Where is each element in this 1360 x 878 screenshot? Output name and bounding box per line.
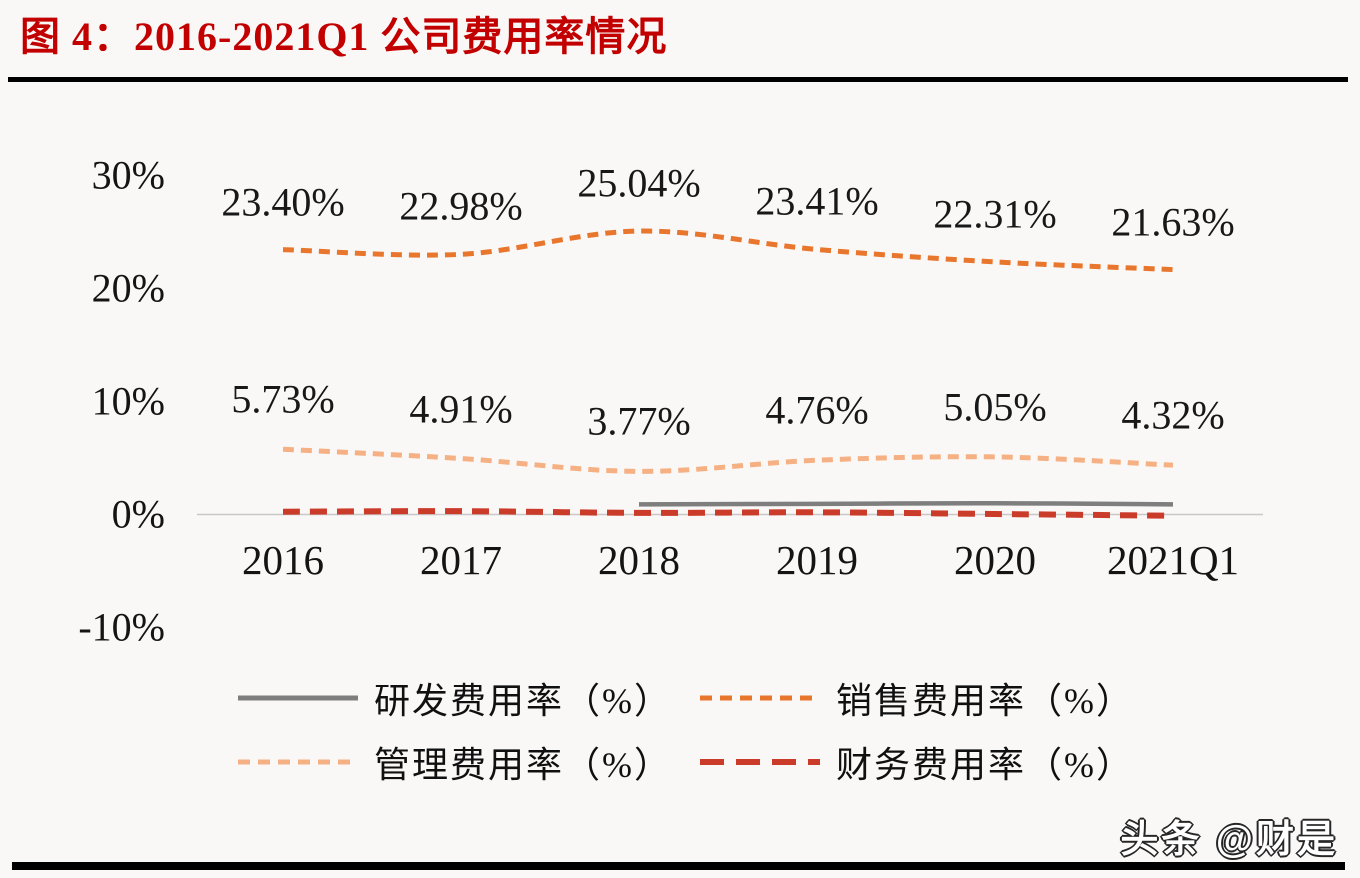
x-tick-2018: 2018 — [598, 537, 680, 583]
y-tick--10%: -10% — [78, 604, 165, 650]
data-label-sales-2016: 23.40% — [221, 179, 345, 225]
x-tick-2020: 2020 — [954, 537, 1036, 583]
data-label-sales-2017: 22.98% — [399, 183, 523, 229]
x-tick-2021Q1: 2021Q1 — [1106, 537, 1240, 583]
series-line-fin — [282, 508, 1174, 519]
data-label-sales-2021Q1: 21.63% — [1111, 199, 1235, 245]
data-label-mgmt-2020: 5.05% — [943, 384, 1047, 430]
legend-label-sales: 销售费用率（%） — [836, 681, 1134, 721]
legend-item-fin: 财务费用率（%） — [700, 742, 1134, 785]
x-tick-2019: 2019 — [776, 537, 858, 583]
legend-item-sales: 销售费用率（%） — [700, 678, 1134, 721]
data-label-mgmt-2019: 4.76% — [765, 387, 869, 433]
bottom-divider — [12, 862, 1345, 870]
watermark: 头条 @财是 — [1120, 819, 1338, 861]
legend-label-fin: 财务费用率（%） — [836, 745, 1134, 785]
x-tick-2016: 2016 — [242, 537, 324, 583]
legend-label-mgmt: 管理费用率（%） — [374, 745, 672, 785]
data-label-mgmt-2017: 4.91% — [409, 386, 513, 432]
y-tick-0%: 0% — [111, 491, 165, 537]
legend-line-sample-sales — [700, 695, 820, 701]
series-line-mgmt — [282, 446, 1174, 474]
legend-line-sample-mgmt — [238, 759, 358, 765]
data-label-sales-2020: 22.31% — [933, 191, 1057, 237]
legend-line-sample-fin — [700, 759, 820, 765]
data-label-mgmt-2021Q1: 4.32% — [1121, 392, 1225, 438]
figure-title: 图 4：2016-2021Q1 公司费用率情况 — [20, 14, 668, 59]
y-tick-10%: 10% — [91, 378, 165, 424]
title-divider — [8, 77, 1348, 82]
legend-item-mgmt: 管理费用率（%） — [238, 742, 700, 785]
data-label-mgmt-2018: 3.77% — [587, 398, 691, 444]
y-tick-30%: 30% — [91, 152, 165, 198]
legend-line-sample-rnd — [238, 695, 358, 701]
data-label-sales-2018: 25.04% — [577, 160, 701, 206]
legend-label-rnd: 研发费用率（%） — [374, 681, 672, 721]
data-label-sales-2019: 23.41% — [755, 178, 879, 224]
legend: 研发费用率（%） 销售费用率（%） 管理费用率（%） 财务费用率（%） — [238, 678, 1134, 785]
series-line-rnd — [638, 501, 1174, 507]
legend-item-rnd: 研发费用率（%） — [238, 678, 700, 721]
data-label-mgmt-2016: 5.73% — [231, 376, 335, 422]
x-tick-2017: 2017 — [420, 537, 502, 583]
y-tick-20%: 20% — [91, 265, 165, 311]
